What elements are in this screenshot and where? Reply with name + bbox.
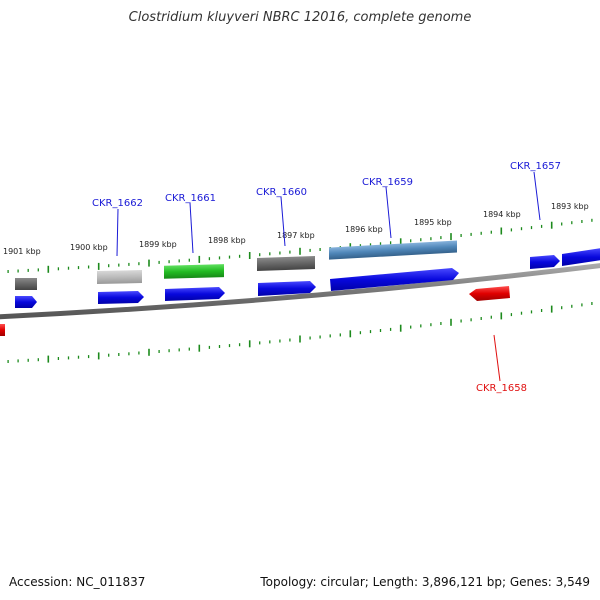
scale-label: 1900 kbp: [70, 243, 108, 252]
gene-label-ckr-1660[interactable]: CKR_1660: [256, 187, 307, 198]
cds-arrow-forward[interactable]: [15, 296, 37, 308]
pointer-line: [116, 208, 119, 257]
cds-arrow-forward[interactable]: [330, 268, 459, 291]
gene-label-ckr-1658[interactable]: CKR_1658: [476, 383, 527, 394]
scale-label: 1897 kbp: [277, 231, 315, 240]
pointer-line: [189, 202, 194, 254]
cds-forward-track: [15, 248, 600, 308]
pointer-line: [385, 186, 392, 239]
feature-bar-green[interactable]: [164, 264, 224, 279]
gene-label-ckr-1661[interactable]: CKR_1661: [165, 193, 216, 204]
pointer-line: [280, 196, 286, 247]
gene-pointers: [116, 171, 541, 382]
cds-arrow-reverse[interactable]: [469, 286, 510, 301]
scale-label: 1899 kbp: [139, 240, 177, 249]
cds-reverse-track: [0, 286, 510, 336]
scale-label: 1894 kbp: [483, 210, 521, 219]
feature-bar-dark[interactable]: [257, 255, 315, 272]
feature-bar-light[interactable]: [97, 270, 142, 284]
pointer-line: [493, 334, 501, 382]
scale-label: 1893 kbp: [551, 202, 589, 211]
feature-track-upper: [15, 240, 457, 290]
feature-bar-steelblue[interactable]: [329, 240, 457, 260]
scale-label: 1896 kbp: [345, 225, 383, 234]
genome-summary-text: Topology: circular; Length: 3,896,121 bp…: [260, 575, 590, 589]
cds-arrow-forward[interactable]: [562, 248, 600, 266]
cds-arrow-reverse[interactable]: [0, 324, 5, 336]
gene-label-ckr-1657[interactable]: CKR_1657: [510, 161, 561, 172]
scale-label: 1895 kbp: [414, 218, 452, 227]
gene-label-ckr-1659[interactable]: CKR_1659: [362, 177, 413, 188]
scale-label: 1901 kbp: [3, 247, 41, 256]
cds-arrow-forward[interactable]: [530, 255, 560, 269]
gene-label-ckr-1662[interactable]: CKR_1662: [92, 198, 143, 209]
feature-bar-dark[interactable]: [15, 278, 37, 290]
cds-arrow-forward[interactable]: [98, 291, 144, 304]
outer-scale-ticks: [7, 218, 593, 273]
gene-labels: CKR_1662 CKR_1661 CKR_1660 CKR_1659 CKR_…: [92, 161, 561, 394]
accession-text: Accession: NC_011837: [9, 575, 146, 589]
inner-scale-ticks: [7, 302, 593, 363]
genome-title: Clostridium kluyveri NBRC 12016, complet…: [128, 10, 472, 25]
cds-arrow-forward[interactable]: [258, 281, 316, 296]
scale-labels: 1901 kbp 1900 kbp 1899 kbp 1898 kbp 1897…: [3, 202, 589, 256]
pointer-line: [533, 171, 541, 221]
scale-label: 1898 kbp: [208, 236, 246, 245]
genome-backbone: [0, 263, 600, 320]
cds-arrow-forward[interactable]: [165, 287, 225, 301]
